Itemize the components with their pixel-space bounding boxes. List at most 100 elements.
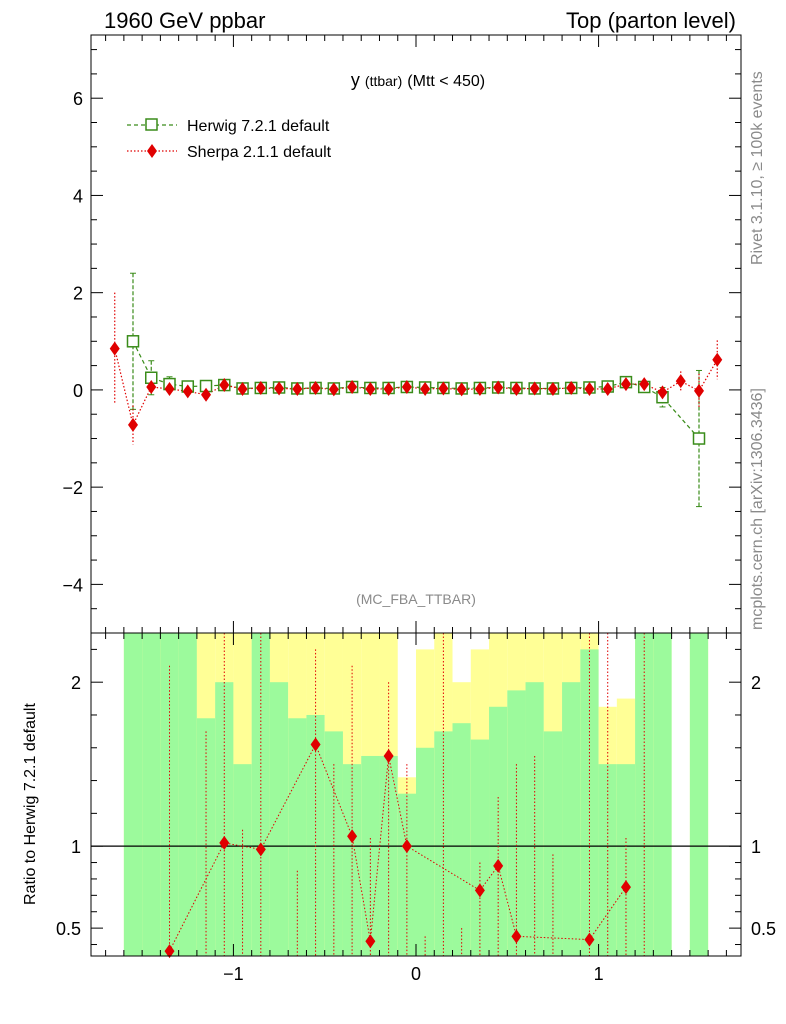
mcplots-label: mcplots.cern.ch [arXiv:1306.3436] bbox=[749, 388, 766, 630]
sherpa-ratio-point bbox=[493, 858, 504, 873]
sherpa-point bbox=[438, 381, 449, 396]
ratio-band-inner bbox=[379, 755, 398, 956]
ratio-y-tick-label: 0.5 bbox=[56, 919, 81, 939]
sherpa-point bbox=[255, 380, 266, 395]
main-y-tick-label: 4 bbox=[73, 186, 83, 206]
legend: Herwig 7.2.1 default Sherpa 2.1.1 defaul… bbox=[127, 118, 332, 161]
ratio-y-axis-label: Ratio to Herwig 7.2.1 default bbox=[22, 703, 39, 905]
sherpa-ratio-point bbox=[474, 883, 485, 898]
sherpa-point bbox=[474, 381, 485, 396]
sherpa-ratio-point bbox=[310, 737, 321, 752]
sherpa-point bbox=[401, 379, 412, 394]
sherpa-point bbox=[127, 417, 138, 432]
sherpa-point bbox=[602, 381, 613, 396]
ratio-band-inner bbox=[470, 739, 490, 956]
main-title: y (ttbar) (Mtt < 450) bbox=[351, 70, 485, 90]
sherpa-ratio-point bbox=[347, 829, 358, 844]
sherpa-point bbox=[675, 374, 686, 389]
sherpa-ratio-point bbox=[383, 748, 394, 763]
ratio-band-inner bbox=[452, 723, 471, 956]
ratio-band-inner bbox=[233, 764, 252, 956]
ratio-y-tick-label: 1 bbox=[71, 837, 81, 857]
x-tick-label: 1 bbox=[594, 964, 604, 984]
ratio-band-inner bbox=[689, 633, 709, 956]
sherpa-series-line bbox=[114, 348, 718, 427]
sherpa-point bbox=[566, 380, 577, 395]
herwig-point bbox=[126, 335, 140, 348]
sherpa-ratio-point bbox=[584, 932, 595, 947]
ratio-y-tick-label-right: 1 bbox=[751, 837, 761, 857]
sherpa-point bbox=[493, 380, 504, 395]
x-tick-label: −1 bbox=[223, 964, 244, 984]
sherpa-point bbox=[347, 379, 358, 394]
ratio-band-inner bbox=[489, 706, 508, 956]
sherpa-point bbox=[365, 381, 376, 396]
sherpa-point bbox=[274, 381, 285, 396]
rivet-label: Rivet 3.1.10, ≥ 100k events bbox=[749, 71, 766, 265]
ratio-band-inner bbox=[598, 764, 617, 956]
ratio-band-inner bbox=[160, 633, 179, 956]
legend-herwig-marker bbox=[145, 118, 158, 131]
herwig-point bbox=[692, 432, 706, 445]
sherpa-point bbox=[511, 381, 522, 396]
ratio-band-inner bbox=[507, 690, 526, 956]
legend-sherpa-marker bbox=[147, 144, 157, 158]
ratio-band-inner bbox=[543, 731, 563, 956]
ratio-band-inner bbox=[562, 682, 581, 956]
collision-label: 1960 GeV ppbar bbox=[104, 8, 265, 33]
main-y-tick-label: 6 bbox=[73, 89, 83, 109]
legend-herwig-label: Herwig 7.2.1 default bbox=[187, 118, 330, 135]
ratio-band-inner bbox=[324, 731, 343, 956]
sherpa-point bbox=[712, 352, 723, 367]
main-y-tick-label: 2 bbox=[73, 284, 83, 304]
sherpa-point bbox=[694, 383, 705, 398]
sherpa-point bbox=[328, 382, 339, 397]
ratio-band-inner bbox=[416, 747, 435, 956]
ratio-band-inner bbox=[123, 633, 143, 956]
ratio-band-inner bbox=[142, 633, 161, 956]
ratio-band-inner bbox=[653, 633, 672, 956]
sherpa-ratio-point bbox=[401, 839, 412, 854]
sherpa-ratio-point bbox=[255, 842, 266, 857]
title-subscript: (ttbar) bbox=[365, 73, 402, 89]
ratio-axes: −1 0 1 0.5 0.5 1 1 2 2 bbox=[56, 633, 776, 984]
sherpa-point bbox=[657, 385, 668, 400]
main-y-tick-label: 0 bbox=[73, 381, 83, 401]
sherpa-point bbox=[620, 377, 631, 392]
main-panel: −4 −2 0 2 4 6 y (ttbar) (Mtt < 450) Herwig 7.… bbox=[62, 34, 742, 634]
legend-sherpa-label: Sherpa 2.1.1 default bbox=[187, 144, 332, 161]
ratio-y-tick-label-right: 0.5 bbox=[751, 919, 776, 939]
sherpa-point bbox=[383, 381, 394, 396]
ratio-band-inner bbox=[178, 633, 197, 956]
herwig-series-line bbox=[132, 341, 700, 439]
sherpa-point bbox=[420, 381, 431, 396]
ratio-y-tick-label-right: 2 bbox=[751, 673, 761, 693]
sherpa-point bbox=[292, 381, 303, 396]
ratio-band-inner bbox=[288, 718, 307, 956]
sherpa-point bbox=[529, 381, 540, 396]
sherpa-ratio-point bbox=[219, 835, 230, 850]
ratio-band-inner bbox=[269, 682, 289, 956]
main-axes: −4 −2 0 2 4 6 bbox=[62, 35, 741, 633]
x-tick-label: 0 bbox=[411, 964, 421, 984]
title-condition: (Mtt < 450) bbox=[407, 73, 485, 90]
sherpa-point bbox=[164, 381, 175, 396]
process-label: Top (parton level) bbox=[566, 8, 736, 33]
sherpa-ratio-point bbox=[511, 929, 522, 944]
ratio-band-inner bbox=[580, 649, 599, 956]
sherpa-point bbox=[146, 379, 157, 394]
main-y-tick-label: −2 bbox=[62, 478, 83, 498]
analysis-watermark: (MC_FBA_TTBAR) bbox=[356, 591, 476, 607]
main-data-layer bbox=[109, 272, 723, 508]
ratio-band-inner bbox=[397, 793, 416, 956]
sherpa-point bbox=[584, 381, 595, 396]
title-variable: y bbox=[351, 70, 360, 90]
sherpa-point bbox=[547, 381, 558, 396]
sherpa-point bbox=[456, 382, 467, 397]
ratio-data-layer bbox=[91, 633, 741, 959]
main-y-tick-label: −4 bbox=[62, 575, 83, 595]
ratio-y-tick-label: 2 bbox=[71, 673, 81, 693]
sherpa-point bbox=[237, 381, 248, 396]
sherpa-point bbox=[201, 387, 212, 402]
